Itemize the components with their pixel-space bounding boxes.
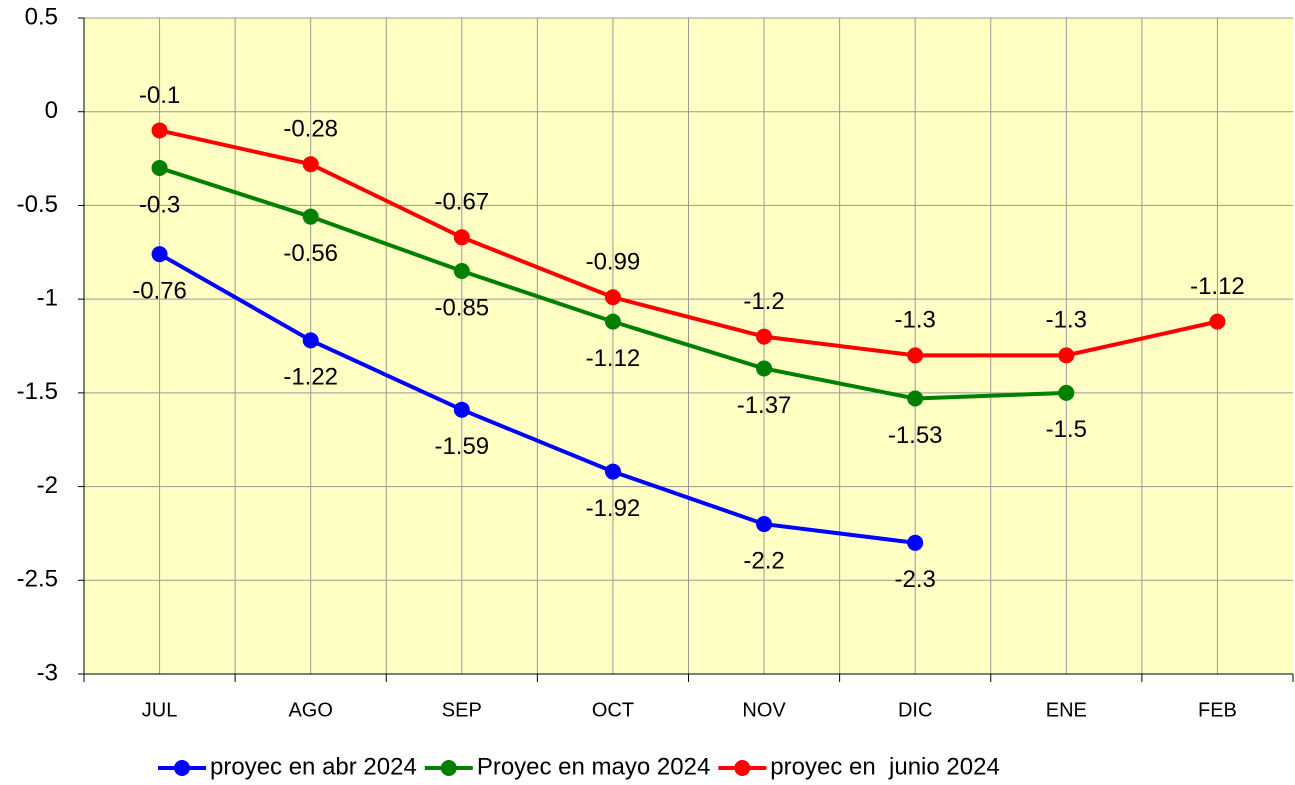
data-label: -0.56 [283, 240, 338, 267]
data-point [302, 208, 319, 225]
y-tick-label: -0.5 [17, 191, 58, 218]
data-point [907, 390, 924, 407]
x-tick-label: JUL [142, 699, 178, 721]
data-point [151, 122, 168, 139]
legend-marker [440, 760, 457, 776]
x-tick-label: ENE [1046, 699, 1087, 721]
data-label: -1.59 [434, 433, 489, 460]
y-tick-label: -3 [37, 659, 58, 686]
data-label: -0.67 [434, 189, 489, 216]
data-point [302, 332, 319, 349]
data-label: -0.85 [434, 294, 489, 321]
data-label: -1.37 [737, 392, 792, 419]
x-tick-label: OCT [592, 699, 634, 721]
data-label: -0.76 [132, 278, 187, 305]
y-tick-label: -2 [37, 472, 58, 499]
data-label: -1.92 [586, 495, 641, 522]
data-point [756, 328, 773, 345]
data-point [1058, 347, 1075, 364]
data-point [453, 401, 470, 418]
y-tick-label: -2.5 [17, 566, 58, 593]
data-point [453, 263, 470, 280]
data-point [453, 229, 470, 246]
data-label: -2.3 [895, 566, 936, 593]
data-label: -1.12 [586, 345, 641, 372]
data-label: -1.3 [1046, 307, 1087, 334]
data-point [604, 463, 621, 480]
y-tick-label: 0 [45, 97, 58, 124]
data-point [604, 313, 621, 330]
data-label: -1.5 [1046, 416, 1087, 443]
legend: proyec en abr 2024 Proyec en mayo 2024 pro… [158, 753, 1000, 780]
data-label: -1.22 [283, 364, 338, 391]
legend-label: proyec en junio 2024 [770, 753, 1000, 780]
data-label: -0.28 [283, 116, 338, 143]
data-label: -0.3 [139, 191, 180, 218]
data-point [907, 534, 924, 551]
data-point [151, 246, 168, 263]
data-label: -1.12 [1190, 273, 1245, 300]
legend-marker [174, 760, 190, 776]
y-tick-label: -1 [37, 284, 58, 311]
data-label: -1.53 [888, 422, 943, 449]
data-point [907, 347, 924, 364]
data-point [756, 360, 773, 377]
legend-marker [734, 760, 751, 776]
x-tick-label: SEP [442, 699, 482, 721]
series-line [159, 128, 1218, 358]
data-point [1209, 313, 1226, 330]
data-point [756, 516, 773, 533]
x-tick-label: FEB [1198, 699, 1237, 721]
legend-label: proyec en abr 2024 [210, 753, 417, 780]
data-label: -1.2 [743, 288, 784, 315]
data-point [151, 159, 168, 176]
data-label: -2.2 [743, 547, 784, 574]
x-tick-label: AGO [288, 699, 332, 721]
data-point [302, 156, 319, 173]
legend-label: Proyec en mayo 2024 [477, 753, 710, 780]
data-label: -1.3 [895, 307, 936, 334]
data-point [1058, 384, 1075, 401]
y-tick-label: -1.5 [17, 378, 58, 405]
data-label: -0.1 [139, 82, 180, 109]
data-label: -0.99 [586, 249, 641, 276]
y-tick-label: 0.5 [25, 3, 58, 30]
series-line [158, 252, 916, 545]
x-tick-label: NOV [742, 699, 786, 721]
data-point [604, 289, 621, 306]
x-tick-label: DIC [898, 699, 932, 721]
